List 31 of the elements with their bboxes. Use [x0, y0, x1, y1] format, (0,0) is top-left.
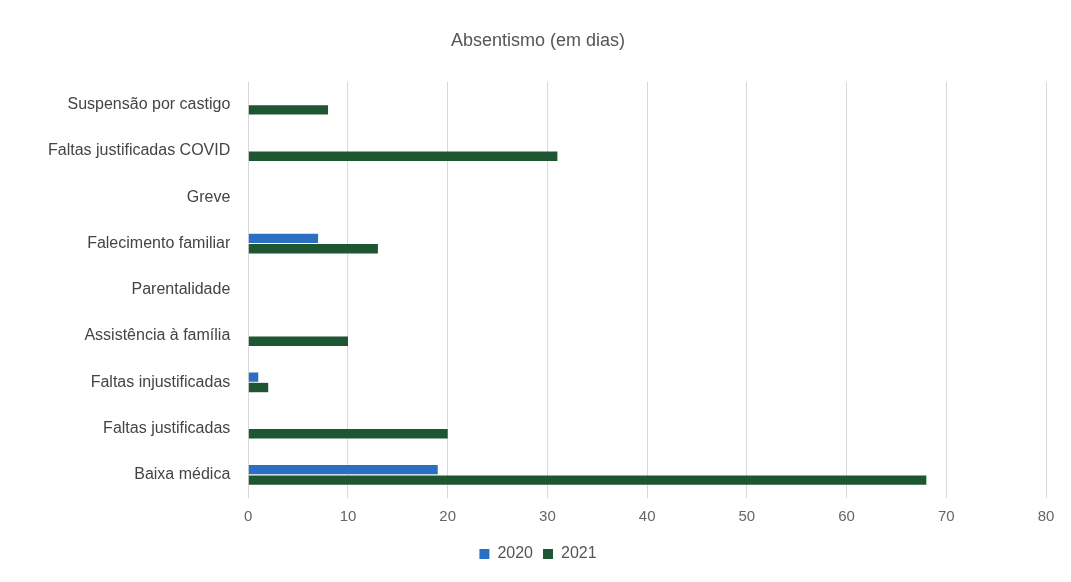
legend-label: 2021: [561, 544, 597, 562]
bar: [248, 429, 448, 439]
bar: [248, 105, 329, 115]
bar: [248, 475, 927, 485]
x-tick-label: 40: [638, 507, 656, 525]
y-tick-label: Falecimento familiar: [87, 233, 231, 251]
bar: [248, 151, 558, 161]
x-tick-label: 60: [838, 507, 855, 525]
bar: [248, 372, 259, 382]
y-tick-label: Suspensão por castigo: [67, 95, 231, 113]
bar: [248, 382, 269, 393]
x-tick-label: 0: [244, 507, 253, 525]
y-tick-label: Faltas justificadas COVID: [48, 141, 231, 159]
y-tick-label: Parentalidade: [131, 280, 231, 298]
bar: [248, 464, 438, 475]
x-tick-label: 50: [738, 507, 756, 525]
y-tick-label: Assistência à família: [84, 326, 231, 344]
y-tick-label: Faltas injustificadas: [90, 372, 231, 390]
x-tick-label: 70: [937, 507, 955, 525]
chart-title: Absentismo (em dias): [450, 29, 626, 50]
bar: [248, 244, 378, 254]
y-tick-label: Baixa médica: [134, 465, 231, 483]
y-tick-label: Faltas justificadas: [103, 419, 231, 437]
x-tick-label: 20: [439, 507, 457, 525]
bar: [248, 336, 348, 346]
y-tick-label: Greve: [186, 187, 231, 205]
legend-label: 2020: [497, 544, 534, 562]
x-tick-label: 10: [339, 507, 357, 525]
bar: [248, 233, 319, 244]
x-tick-label: 80: [1037, 507, 1055, 525]
x-tick-label: 30: [539, 507, 556, 525]
